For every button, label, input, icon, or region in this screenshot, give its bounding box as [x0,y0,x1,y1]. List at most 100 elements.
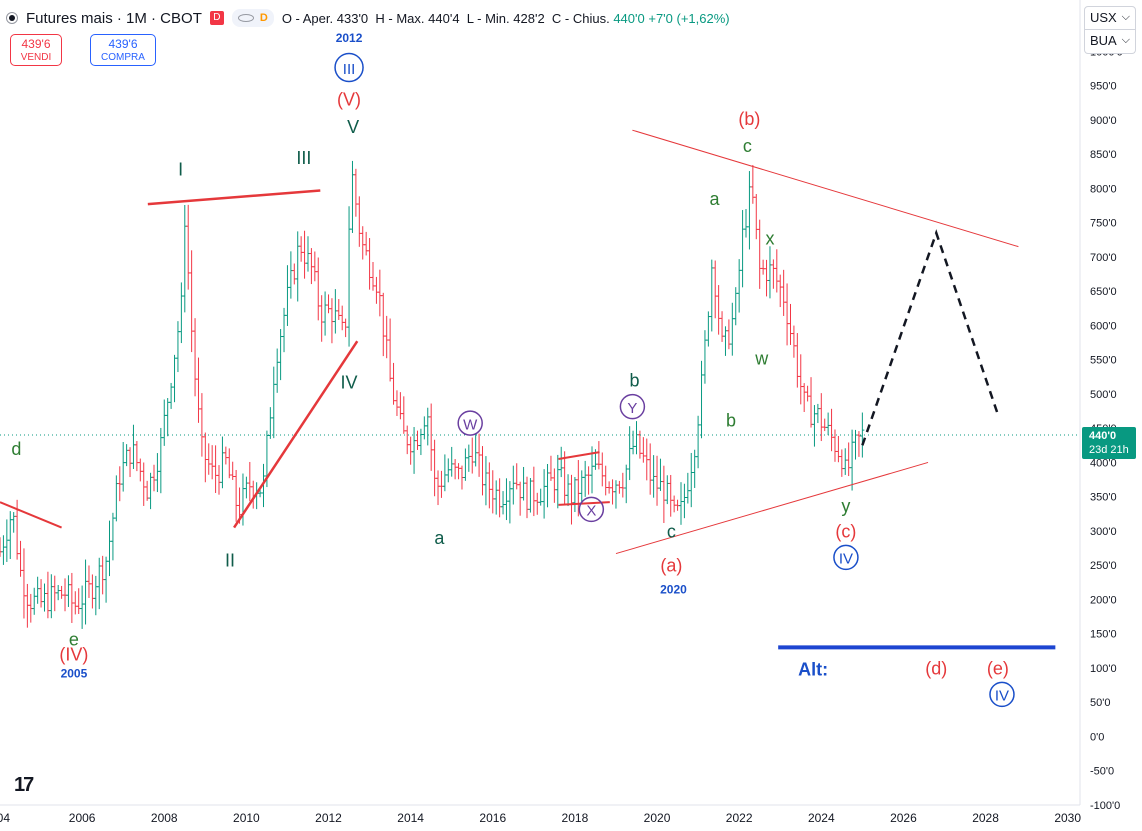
eye-icon[interactable] [237,14,254,22]
close-value: 440'0 [613,10,645,26]
y-tick-label: 250'0 [1090,560,1117,572]
ohlc-readout: O - Aper. 433'0 H - Max. 440'4 L - Min. … [282,11,730,26]
wave-label: b [726,410,736,430]
y-tick-label: 900'0 [1090,115,1117,127]
wave-label: Y [627,400,637,417]
wave-label: I [178,160,183,180]
x-tick-label: 2014 [397,811,424,825]
wave-label-circle [833,544,859,571]
y-tick-label: 150'0 [1090,629,1117,641]
wave-label: (b) [738,109,760,129]
wave-label: (e) [987,658,1009,678]
x-tick-label: 2008 [151,811,178,825]
x-tick-label: 2018 [562,811,589,825]
x-tick-label: 2010 [233,811,260,825]
wave-label: IV [341,373,358,393]
y-tick-label: 550'0 [1090,355,1117,367]
x-tick-label: 2020 [644,811,671,825]
y-tick-label: 950'0 [1090,81,1117,93]
x-tick-label: 2012 [315,811,342,825]
chevron-down-icon: ⌵ [1121,11,1130,23]
wave-label: a [434,528,445,548]
wave-label-circle [619,393,646,420]
symbol-status-icon [6,12,18,24]
wave-label: e [69,630,79,650]
wave-label: V [347,117,359,137]
tradingview-logo[interactable]: 17 [14,774,34,796]
change-value: +7'0 (+1,62%) [648,10,730,26]
wave-label: (a) [660,556,682,576]
unit-value: BUA [1090,33,1117,48]
high-label: H - Max. [375,10,425,26]
buy-price: 439'6 [108,37,138,51]
wave-label: (c) [835,521,856,541]
trendline [558,451,600,461]
high-value: 440'4 [428,10,460,26]
y-tick-label: 650'0 [1090,286,1117,298]
wave-label: y [841,496,850,516]
wave-label-circle [457,410,483,436]
last-price-countdown: 23d 21h [1089,444,1129,456]
low-label: L - Min. [466,10,510,26]
wave-label: W [463,416,478,433]
wave-label: (V) [337,90,361,110]
open-label: O - Aper. [281,10,334,26]
x-tick-label: 2030 [1054,811,1081,825]
wave-label: 2020 [660,582,687,596]
trendline [615,461,929,555]
wave-label: x [765,229,774,249]
trendline [0,501,62,529]
wave-label: III [343,61,356,78]
wave-label: IV [839,551,853,568]
unit-select[interactable]: BUA ⌵ [1084,30,1136,54]
x-tick-label: 2022 [726,811,753,825]
x-tick-label: 2006 [69,811,96,825]
wave-label: w [754,349,769,369]
y-tick-label: 500'0 [1090,389,1117,401]
wave-label-circle [334,52,364,83]
x-tick-label: 2028 [972,811,999,825]
wave-label: c [667,521,676,541]
close-label: C - Chius. [551,10,610,26]
open-value: 433'0 [336,10,369,26]
y-tick-label: 350'0 [1090,492,1117,504]
wave-label-circle [989,681,1015,708]
last-price-value: 440'0 [1089,430,1116,442]
chevron-down-icon: ⌵ [1121,34,1130,46]
wave-label: 2012 [336,31,363,45]
sell-button[interactable]: 439'6 VENDI [10,34,62,66]
y-tick-label: 0'0 [1090,731,1104,743]
x-tick-label: 2024 [808,811,835,825]
wave-label: III [296,148,311,168]
symbol-title[interactable]: Futures mais · 1M · CBOT [26,9,202,27]
y-tick-label: -100'0 [1090,800,1120,812]
buy-label: COMPRA [101,52,145,63]
y-tick-label: -50'0 [1090,766,1114,778]
delayed-flag-icon[interactable]: D [209,11,224,25]
trendline [233,340,359,529]
x-tick-label: 2016 [479,811,506,825]
buy-button[interactable]: 439'6 COMPRA [90,34,156,66]
last-price-tag [1082,427,1136,460]
currency-select[interactable]: USX ⌵ [1084,6,1136,30]
wave-label: a [710,189,721,209]
wave-label: (d) [925,658,947,678]
y-tick-label: 700'0 [1090,252,1117,264]
y-tick-label: 50'0 [1090,697,1110,709]
x-tick-label: 2026 [890,811,917,825]
wave-label: d [11,439,21,459]
wave-label: IV [995,688,1009,705]
currency-value: USX [1090,10,1117,25]
visibility-pill[interactable]: D [231,9,274,27]
y-tick-label: 300'0 [1090,526,1117,538]
trendline [147,189,321,206]
y-tick-label: 850'0 [1090,149,1117,161]
trendline [632,129,1019,248]
projection-path [861,229,1000,446]
wave-label: (IV) [59,645,88,665]
sell-price: 439'6 [21,37,51,51]
y-tick-label: 750'0 [1090,218,1117,230]
wave-label: Alt: [798,660,828,680]
y-tick-label: 400'0 [1090,457,1117,469]
